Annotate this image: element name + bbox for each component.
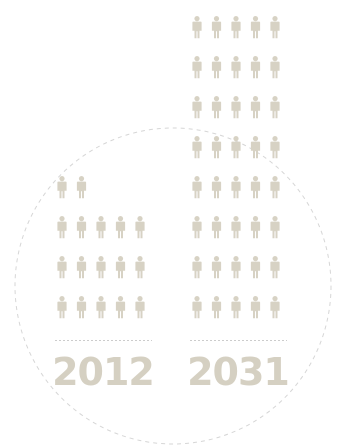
person-icon — [231, 256, 241, 279]
person-icon — [135, 296, 145, 319]
person-icon — [211, 16, 222, 39]
person-icon — [192, 296, 202, 319]
person-icon — [250, 296, 261, 319]
person-icon — [231, 16, 241, 39]
category-label-2031: 2031 — [187, 350, 289, 394]
person-icon — [211, 216, 222, 239]
person-icon — [135, 216, 145, 239]
person-icon — [250, 16, 261, 39]
person-icon — [231, 296, 241, 319]
person-icon — [96, 296, 106, 319]
bar-2031 — [192, 16, 280, 319]
person-icon — [231, 176, 241, 199]
person-icon — [115, 296, 126, 319]
person-icon — [57, 256, 67, 279]
person-icon — [76, 296, 87, 319]
person-icon — [192, 216, 202, 239]
person-icon — [192, 136, 202, 159]
person-icon — [96, 216, 106, 239]
person-icon — [57, 296, 67, 319]
person-icon — [270, 216, 280, 239]
person-icon — [57, 216, 67, 239]
person-icon — [250, 176, 261, 199]
person-icon — [231, 216, 241, 239]
person-icon — [211, 96, 222, 119]
person-icon — [192, 56, 202, 79]
person-icon — [250, 96, 261, 119]
person-icon — [231, 56, 241, 79]
person-icon — [270, 136, 280, 159]
person-icon — [211, 296, 222, 319]
person-icon — [211, 176, 222, 199]
person-icon — [231, 96, 241, 119]
person-icon — [57, 176, 67, 199]
person-icon — [211, 136, 222, 159]
person-icon — [250, 136, 261, 159]
person-icon — [270, 296, 280, 319]
person-icon — [192, 16, 202, 39]
person-icon — [76, 216, 87, 239]
person-icon — [250, 56, 261, 79]
person-icon — [211, 256, 222, 279]
person-icon — [192, 96, 202, 119]
person-icon — [115, 256, 126, 279]
person-icon — [270, 16, 280, 39]
person-icon — [96, 256, 106, 279]
person-icon — [115, 216, 126, 239]
person-icon — [250, 256, 261, 279]
category-label-2012: 2012 — [52, 350, 154, 394]
person-icon — [192, 256, 202, 279]
person-icon — [270, 256, 280, 279]
person-icon — [76, 256, 87, 279]
person-icon — [270, 56, 280, 79]
person-icon — [231, 136, 241, 159]
person-icon — [270, 96, 280, 119]
background-circle — [14, 127, 332, 445]
person-icon — [250, 216, 261, 239]
pictograph-bars — [57, 16, 280, 319]
person-icon — [76, 176, 87, 199]
person-icon — [270, 176, 280, 199]
person-icon — [192, 176, 202, 199]
bar-2012 — [57, 176, 145, 319]
person-icon — [211, 56, 222, 79]
person-icon — [135, 256, 145, 279]
